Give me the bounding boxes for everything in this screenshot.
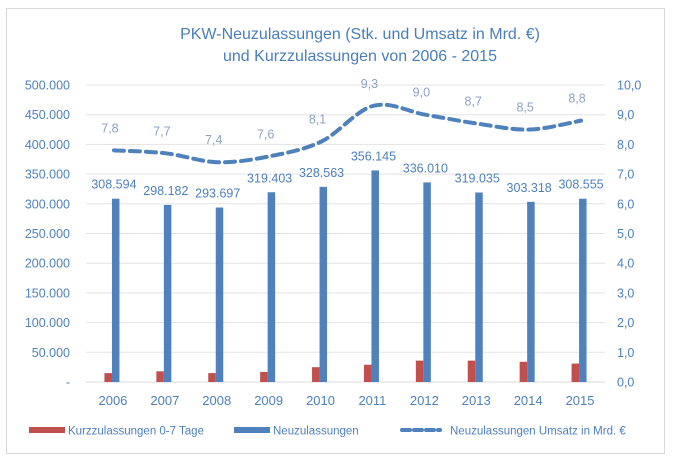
y-left-tick-label: -	[66, 376, 70, 390]
bar-data-label: 328.563	[299, 166, 344, 180]
bar-data-label: 336.010	[403, 161, 448, 175]
y-left-tick-label: 350.000	[25, 168, 70, 182]
bar-data-label: 319.403	[247, 171, 292, 185]
y-right-tick-label: 5,0	[617, 227, 634, 241]
legend: Kurzzulassungen 0-7 Tage Neuzulassungen …	[29, 426, 626, 438]
y-axis-left: - 50.000 100.000 150.000 200.000 250.000 300.0…	[25, 79, 70, 390]
bar-data-label: 319.035	[455, 171, 500, 185]
x-axis: 2006 2007 2008 2009 2010 2011 2012 2013 2014 2015	[98, 393, 594, 408]
line-data-label: 7,4	[205, 133, 222, 147]
x-tick-label: 2010	[306, 393, 335, 408]
bar-data-label: 308.555	[558, 178, 603, 192]
line-data-label: 8,8	[568, 92, 585, 106]
bar-kurzzulassungen	[519, 361, 528, 382]
x-tick-label: 2006	[98, 393, 127, 408]
bar-kurzzulassungen	[156, 371, 164, 382]
line-data-label: 9,3	[361, 77, 378, 91]
line-series: 7,8 7,7 7,4 7,6 8,1 9,3 9,0 8,7 8,5 8,8	[101, 77, 586, 165]
bar-neuzulassungen	[163, 204, 172, 382]
y-axis-right: 0,0 1,0 2,0 3,0 4,0 5,0 6,0 7,0 8,0 9,0 10,0	[617, 79, 641, 390]
y-left-tick-label: 100.000	[25, 316, 70, 330]
x-tick-label: 2013	[462, 393, 491, 408]
bar-kurzzulassungen	[415, 360, 424, 382]
y-left-tick-label: 300.000	[25, 197, 70, 211]
y-left-tick-label: 200.000	[25, 257, 70, 271]
bar-data-label: 298.182	[143, 184, 188, 198]
bars: 308.594 298.182 293.697 319.403 328.563 356.1…	[91, 149, 604, 382]
y-right-tick-label: 0,0	[617, 376, 634, 390]
bar-data-label: 293.697	[195, 187, 240, 201]
line-data-label: 7,7	[153, 124, 170, 138]
bar-kurzzulassungen	[260, 371, 268, 382]
bar-neuzulassungen	[527, 201, 535, 382]
line-umsatz	[111, 102, 584, 165]
y-right-tick-label: 7,0	[617, 168, 634, 182]
x-tick-label: 2012	[410, 393, 439, 408]
y-right-tick-label: 9,0	[617, 108, 634, 122]
x-tick-label: 2015	[566, 393, 595, 408]
bar-kurzzulassungen	[208, 373, 216, 382]
y-left-tick-label: 450.000	[25, 108, 70, 122]
y-right-tick-label: 8,0	[617, 138, 634, 152]
legend-swatch-neuzulassungen	[234, 427, 270, 433]
legend-label-neuzulassungen: Neuzulassungen	[273, 426, 359, 438]
chart-title: PKW-Neuzulassungen (Stk. und Umsatz in M…	[180, 26, 540, 43]
y-left-tick-label: 150.000	[25, 286, 70, 300]
bar-neuzulassungen	[319, 186, 328, 382]
y-right-tick-label: 4,0	[617, 257, 634, 271]
line-data-label: 8,7	[465, 95, 482, 109]
y-right-tick-label: 3,0	[617, 286, 634, 300]
bar-neuzulassungen	[215, 207, 224, 382]
line-data-label: 8,5	[516, 101, 533, 115]
bar-neuzulassungen	[111, 198, 120, 382]
y-left-tick-label: 500.000	[25, 79, 70, 93]
y-right-tick-label: 10,0	[617, 79, 641, 93]
chart-subtitle: und Kurzzulassungen von 2006 - 2015	[223, 48, 497, 65]
y-left-tick-label: 250.000	[25, 227, 70, 241]
x-tick-label: 2014	[514, 393, 543, 408]
gridlines	[86, 84, 605, 383]
y-right-tick-label: 6,0	[617, 197, 634, 211]
x-tick-label: 2011	[358, 393, 386, 408]
y-right-tick-label: 2,0	[617, 316, 634, 330]
bar-kurzzulassungen	[467, 360, 476, 382]
line-data-label: 8,1	[309, 112, 326, 126]
x-tick-label: 2008	[202, 393, 231, 408]
bar-neuzulassungen	[579, 198, 587, 382]
bar-data-label: 303.318	[507, 181, 552, 195]
bar-kurzzulassungen	[104, 373, 112, 382]
legend-label-kurzzulassungen: Kurzzulassungen 0-7 Tage	[68, 426, 204, 438]
bar-neuzulassungen	[475, 192, 483, 382]
line-data-label: 7,6	[257, 127, 274, 141]
bar-neuzulassungen	[423, 182, 431, 382]
bar-data-label: 356.145	[351, 149, 396, 163]
line-data-label: 9,0	[413, 86, 430, 100]
bar-kurzzulassungen	[571, 363, 580, 382]
bar-neuzulassungen	[267, 192, 276, 382]
y-right-tick-label: 1,0	[617, 346, 634, 360]
legend-label-umsatz: Neuzulassungen Umsatz in Mrd. €	[450, 426, 626, 438]
x-tick-label: 2009	[254, 393, 283, 408]
bar-data-label: 308.594	[91, 178, 136, 192]
y-left-tick-label: 50.000	[32, 346, 70, 360]
line-data-label: 7,8	[101, 121, 118, 135]
bar-kurzzulassungen	[312, 367, 320, 382]
y-left-tick-label: 400.000	[25, 138, 70, 152]
bar-neuzulassungen	[371, 170, 379, 382]
bar-kurzzulassungen	[363, 364, 372, 382]
legend-swatch-kurzzulassungen	[29, 427, 65, 433]
x-tick-label: 2007	[150, 393, 179, 408]
